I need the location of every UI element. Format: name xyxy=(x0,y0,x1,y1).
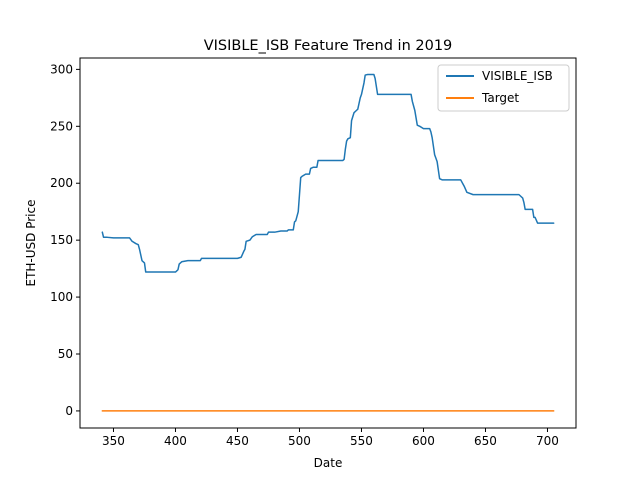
y-tick-label: 250 xyxy=(50,119,73,133)
legend-label-target: Target xyxy=(481,91,519,105)
plot-area xyxy=(80,58,576,428)
plot-frame xyxy=(79,57,577,429)
x-tick-label: 400 xyxy=(164,434,187,448)
y-tick-label: 300 xyxy=(50,62,73,76)
x-axis-ticks: 350 400 450 500 550 600 650 700 xyxy=(102,428,559,448)
y-axis-ticks: 0 50 100 150 200 250 300 xyxy=(50,62,80,418)
x-tick-label: 550 xyxy=(350,434,373,448)
y-tick-label: 50 xyxy=(58,347,73,361)
y-tick-label: 200 xyxy=(50,176,73,190)
legend-label-visible-isb: VISIBLE_ISB xyxy=(482,69,553,83)
chart-title: VISIBLE_ISB Feature Trend in 2019 xyxy=(204,38,453,54)
legend: VISIBLE_ISB Target xyxy=(437,64,570,112)
x-tick-label: 350 xyxy=(102,434,125,448)
x-tick-label: 600 xyxy=(412,434,435,448)
series-layer xyxy=(101,73,555,412)
series-line-visible-isb xyxy=(101,73,555,273)
x-tick-label: 700 xyxy=(536,434,559,448)
x-tick-label: 450 xyxy=(226,434,249,448)
y-tick-label: 100 xyxy=(50,290,73,304)
y-axis-label: ETH-USD Price xyxy=(24,200,38,287)
y-tick-label: 150 xyxy=(50,233,73,247)
x-axis-label: Date xyxy=(314,456,343,470)
y-tick-label: 0 xyxy=(65,404,73,418)
x-tick-label: 500 xyxy=(288,434,311,448)
x-tick-label: 650 xyxy=(474,434,497,448)
